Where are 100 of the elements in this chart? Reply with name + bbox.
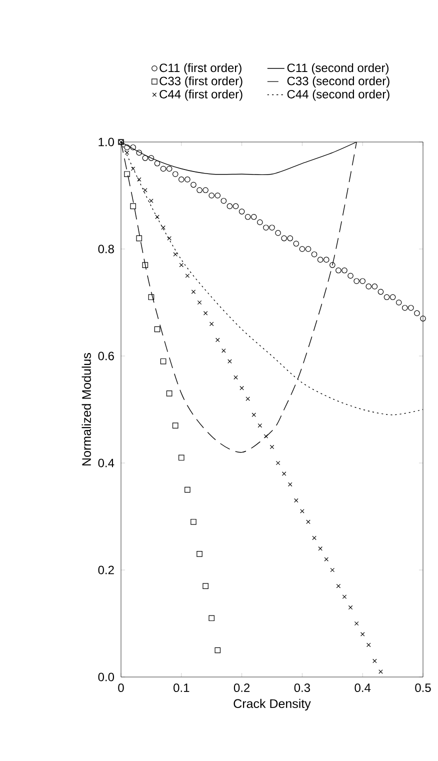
y-tick-label: 1.0 <box>98 138 114 146</box>
legend-label: C44 (first order) <box>160 90 242 101</box>
point <box>142 262 148 268</box>
point <box>149 198 154 203</box>
legend-label: C33 (first order) <box>160 76 242 88</box>
point <box>148 155 154 161</box>
point <box>294 498 298 503</box>
x-tick-label: 0.4 <box>354 684 371 692</box>
point <box>366 642 371 648</box>
point <box>178 176 184 182</box>
point <box>148 294 154 300</box>
legend-label: C11 (second order) <box>287 63 388 74</box>
y-tick-label: 0.0 <box>98 672 114 682</box>
point <box>281 235 287 242</box>
point <box>252 412 256 417</box>
point <box>178 454 184 461</box>
point <box>342 594 347 599</box>
point <box>191 290 196 294</box>
point <box>124 144 130 150</box>
point <box>184 176 190 182</box>
point <box>420 316 426 322</box>
point <box>372 284 378 290</box>
point <box>185 274 190 278</box>
point <box>197 300 202 305</box>
point <box>222 348 226 353</box>
x-tick-label: 0.5 <box>415 684 431 692</box>
point <box>124 171 130 177</box>
y-tick-label: 0.8 <box>98 244 114 254</box>
point <box>257 219 263 226</box>
point <box>196 551 202 557</box>
point <box>208 615 215 622</box>
point <box>155 214 160 220</box>
point <box>220 198 227 204</box>
point <box>263 224 269 230</box>
point <box>269 224 275 230</box>
point <box>214 192 221 198</box>
point <box>354 278 360 284</box>
point <box>136 235 142 242</box>
point <box>299 246 306 252</box>
point <box>311 251 318 258</box>
point <box>360 278 366 284</box>
point <box>124 150 130 155</box>
point <box>228 359 232 364</box>
point <box>360 632 365 636</box>
point <box>179 262 184 268</box>
point <box>172 171 178 177</box>
point <box>258 423 262 428</box>
point <box>264 434 268 438</box>
point <box>190 518 196 525</box>
x-tick-label: 0.1 <box>174 684 190 692</box>
x-tick-label: 0.3 <box>294 684 310 692</box>
point <box>167 236 172 240</box>
point <box>130 166 136 171</box>
x-tick-label: 0 <box>118 684 124 692</box>
point <box>317 256 324 263</box>
point <box>318 546 322 551</box>
point <box>202 187 208 194</box>
point <box>305 246 312 252</box>
point <box>414 310 420 316</box>
point <box>270 444 274 450</box>
point <box>300 509 304 514</box>
point <box>396 300 402 306</box>
point <box>216 338 220 342</box>
point <box>161 225 166 230</box>
y-axis-title: Normalized Modulus <box>82 353 91 466</box>
point <box>372 658 377 664</box>
point <box>312 536 316 540</box>
point <box>330 568 335 572</box>
point <box>202 583 208 589</box>
x-tick-label: 0.2 <box>234 684 250 692</box>
point <box>348 605 353 610</box>
point <box>166 166 172 172</box>
point <box>172 422 178 428</box>
point <box>275 230 281 236</box>
point <box>378 670 383 674</box>
point <box>282 472 286 476</box>
point <box>293 240 300 247</box>
point <box>336 584 341 588</box>
point <box>234 375 238 380</box>
point <box>306 520 310 524</box>
point <box>154 160 160 166</box>
point <box>287 235 294 242</box>
point <box>196 187 202 194</box>
point <box>232 203 239 210</box>
point <box>130 203 136 210</box>
point <box>154 326 160 332</box>
legend-label: C44 (second order) <box>287 90 390 101</box>
point <box>173 252 178 256</box>
point <box>288 482 292 487</box>
point <box>166 390 172 396</box>
point <box>226 203 233 210</box>
point <box>203 311 208 316</box>
point <box>324 557 329 562</box>
point <box>184 486 190 493</box>
y-tick-label: 0.4 <box>98 458 114 468</box>
point <box>348 272 354 279</box>
point <box>366 284 372 290</box>
point <box>190 182 196 188</box>
point <box>246 396 250 401</box>
point <box>384 294 390 300</box>
